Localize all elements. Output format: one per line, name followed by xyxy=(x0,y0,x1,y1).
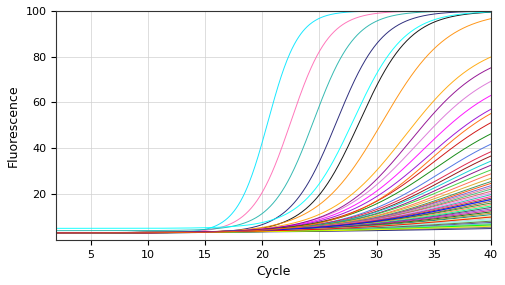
X-axis label: Cycle: Cycle xyxy=(257,265,291,278)
Y-axis label: Fluorescence: Fluorescence xyxy=(7,84,20,167)
